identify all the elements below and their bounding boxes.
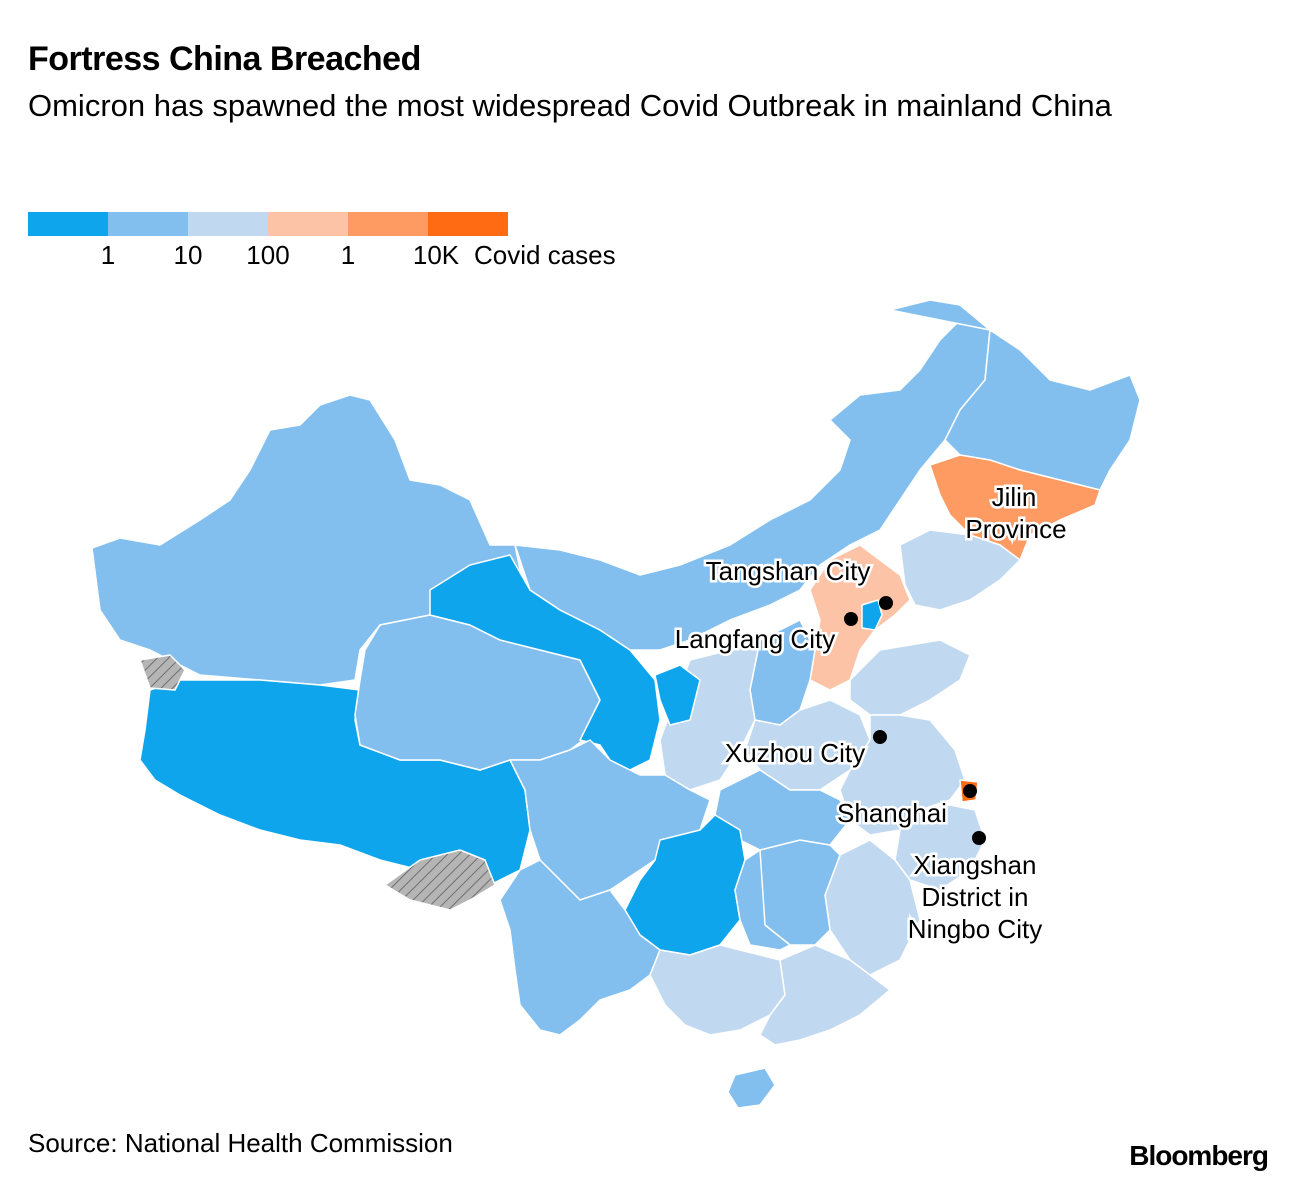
china-map: Jilin Province Tangshan City Langfang Ci… [91, 299, 1141, 1109]
region-liaoning [899, 529, 1021, 611]
region-jilin [929, 454, 1101, 561]
legend-swatch [28, 212, 108, 236]
legend-tick: 10K [412, 240, 460, 270]
legend-swatch [428, 212, 508, 236]
label-tangshan: Tangshan City [706, 556, 871, 586]
region-ningxia [654, 664, 701, 726]
chart-subtitle: Omicron has spawned the most widespread … [28, 88, 1112, 123]
label-xiangshan-line2: District in [922, 882, 1029, 912]
region-guangdong [759, 944, 891, 1046]
legend-tick: 100 [246, 240, 290, 270]
legend-unit: Covid cases [474, 240, 616, 270]
marker-langfang [844, 612, 858, 626]
region-xinjiang [91, 394, 521, 686]
marker-shanghai [963, 784, 977, 798]
region-hunan [734, 849, 791, 951]
region-guangxi [649, 944, 786, 1036]
marker-xiangshan [972, 831, 986, 845]
label-xiangshan-line1: Xiangshan [914, 850, 1037, 880]
label-jilin-line2: Province [965, 514, 1066, 544]
region-tianjin [861, 599, 883, 631]
region-shandong [849, 639, 971, 716]
source-note: Source: National Health Commission [28, 1128, 453, 1158]
bloomberg-logo: Bloomberg [1129, 1140, 1269, 1171]
region-disputed-south [384, 849, 496, 911]
legend-tick: 1 [100, 240, 116, 270]
legend-swatch [348, 212, 428, 236]
region-disputed-west [139, 654, 186, 691]
legend-swatch [268, 212, 348, 236]
label-xiangshan-line3: Ningbo City [908, 914, 1042, 944]
marker-xuzhou [873, 730, 887, 744]
region-hainan [727, 1067, 776, 1109]
region-heilongjiang [889, 299, 1141, 491]
label-xuzhou: Xuzhou City [725, 738, 865, 768]
legend-tick: 10 [173, 240, 203, 270]
label-shanghai: Shanghai [837, 798, 947, 828]
chart-title: Fortress China Breached [28, 40, 421, 78]
label-jilin-line1: Jilin [992, 482, 1037, 512]
color-legend: 1 10 100 1 10K Covid cases [28, 212, 728, 272]
legend-swatch [188, 212, 268, 236]
marker-tangshan [879, 596, 893, 610]
legend-tick: 1 [340, 240, 356, 270]
region-yunnan [499, 859, 661, 1036]
legend-swatch [108, 212, 188, 236]
label-langfang: Langfang City [675, 624, 835, 654]
